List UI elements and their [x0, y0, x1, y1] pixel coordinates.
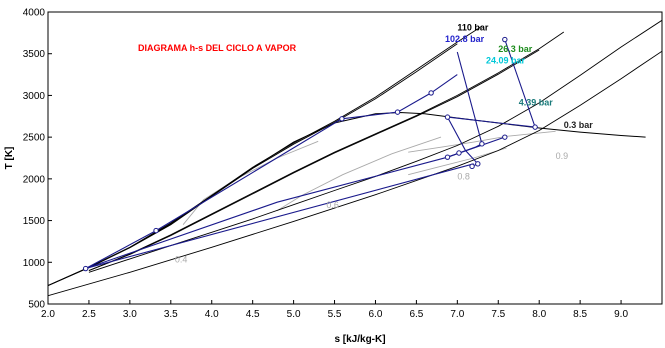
y-axis-title: T [K]	[4, 147, 15, 170]
quality-line-0.6	[276, 136, 442, 211]
x-tick-label: 3.0	[123, 309, 137, 320]
state-point	[469, 163, 475, 170]
x-tick-label: 5.0	[287, 309, 301, 320]
cycle-path-3	[447, 116, 479, 167]
state-point	[475, 161, 481, 167]
quality-line-0.9	[408, 130, 556, 153]
y-tick-label: 3000	[23, 91, 46, 102]
quality-label: 0.9	[556, 151, 569, 161]
state-point	[444, 154, 451, 160]
state-point	[479, 141, 485, 147]
state-point	[444, 114, 451, 120]
x-tick-label: 4.5	[246, 309, 260, 320]
x-tick-label: 8.0	[532, 309, 546, 320]
x-tick-label: 9.0	[614, 309, 628, 320]
y-tick-label: 2500	[23, 133, 46, 144]
quality-label: 0.6	[326, 200, 339, 210]
y-tick-label: 500	[28, 300, 45, 311]
y-tick-label: 3500	[23, 49, 46, 60]
isobar-24.09-bar	[88, 49, 540, 272]
isobar-26.3-bar	[88, 31, 565, 272]
x-tick-label: 6.0	[369, 309, 383, 320]
isobar-label: 4.39 bar	[519, 97, 554, 107]
isobar-label: 24.09 bar	[486, 56, 526, 66]
state-point	[502, 134, 508, 140]
state-point	[532, 124, 538, 130]
y-tick-label: 1000	[23, 258, 46, 269]
state-point	[502, 36, 508, 43]
x-tick-label: 6.5	[409, 309, 423, 320]
x-tick-label: 3.5	[164, 309, 178, 320]
y-tick-label: 1500	[23, 216, 46, 227]
cycle-path-5	[85, 136, 505, 270]
x-tick-label: 4.0	[205, 309, 219, 320]
quality-label: 0.4	[175, 254, 188, 264]
x-axis-title: s [kJ/kg-K]	[334, 334, 385, 345]
state-point	[339, 116, 345, 122]
cycle-path-6	[85, 163, 474, 270]
state-point	[153, 227, 159, 234]
x-tick-label: 5.5	[328, 309, 342, 320]
state-point	[82, 265, 89, 272]
state-point	[394, 109, 401, 115]
isobar-0.3-bar	[48, 50, 662, 297]
plot-frame	[47, 11, 663, 305]
state-point	[428, 90, 434, 96]
isobar-label: 102.8 bar	[445, 34, 485, 44]
x-tick-label: 7.5	[491, 309, 505, 320]
x-tick-label: 7.0	[450, 309, 464, 320]
state-point	[456, 150, 462, 156]
isobar-label: 0.3 bar	[564, 120, 594, 130]
y-tick-label: 2000	[23, 174, 46, 185]
x-tick-label: 2.0	[41, 309, 55, 320]
isobar-label: 110 bar	[457, 22, 489, 32]
cycle-path-1	[85, 74, 458, 269]
quality-label: 0.8	[457, 172, 470, 182]
isobar-label: 26.3 bar	[498, 44, 533, 54]
x-tick-label: 8.5	[573, 309, 587, 320]
y-tick-label: 4000	[23, 8, 46, 19]
quality-line-0.8	[408, 147, 507, 176]
chart-title: DIAGRAMA h-s DEL CICLO A VAPOR	[138, 43, 297, 53]
x-tick-label: 2.5	[82, 309, 96, 320]
